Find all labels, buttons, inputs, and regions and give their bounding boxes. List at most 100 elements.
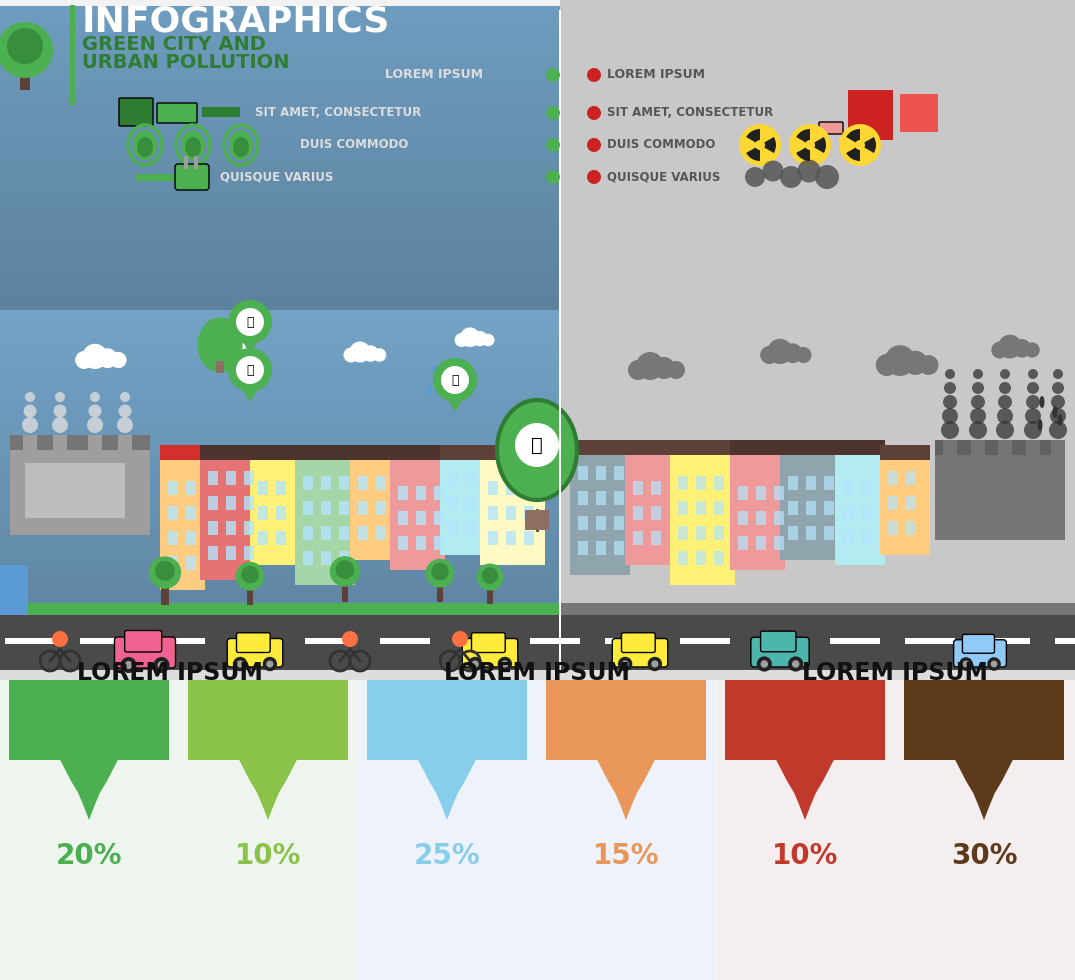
Circle shape: [1027, 382, 1040, 394]
Wedge shape: [797, 145, 809, 161]
Circle shape: [991, 341, 1008, 359]
Bar: [578, 516, 588, 530]
Bar: [0, 643, 560, 652]
Bar: [160, 445, 205, 460]
Polygon shape: [240, 385, 260, 402]
Bar: [455, 638, 505, 644]
Bar: [788, 526, 798, 540]
Bar: [739, 486, 748, 500]
Circle shape: [426, 559, 455, 588]
Bar: [0, 272, 1075, 281]
Bar: [680, 638, 730, 644]
Circle shape: [75, 351, 94, 369]
Bar: [321, 476, 331, 490]
Bar: [358, 670, 538, 980]
Bar: [0, 427, 560, 436]
Circle shape: [997, 421, 1014, 439]
Bar: [398, 486, 408, 500]
Bar: [0, 263, 1075, 272]
Bar: [5, 638, 55, 644]
Circle shape: [515, 423, 559, 467]
Bar: [465, 471, 476, 485]
Bar: [774, 486, 784, 500]
Bar: [80, 638, 130, 644]
Circle shape: [349, 341, 371, 363]
Polygon shape: [196, 760, 340, 820]
Circle shape: [757, 657, 772, 671]
Bar: [0, 526, 560, 535]
Bar: [350, 445, 395, 460]
Circle shape: [969, 421, 987, 439]
Ellipse shape: [497, 400, 577, 500]
Bar: [180, 670, 358, 980]
Circle shape: [959, 658, 973, 670]
Circle shape: [903, 351, 928, 375]
Circle shape: [233, 657, 247, 671]
Bar: [0, 215, 1075, 224]
Bar: [538, 670, 717, 980]
Bar: [168, 481, 178, 495]
Bar: [244, 471, 254, 485]
Bar: [0, 418, 560, 427]
Circle shape: [233, 343, 248, 357]
Bar: [755, 638, 805, 644]
Bar: [70, 5, 75, 105]
Bar: [0, 670, 180, 980]
Bar: [226, 521, 236, 535]
Polygon shape: [240, 337, 260, 354]
Bar: [0, 319, 560, 328]
Bar: [160, 460, 205, 590]
Circle shape: [876, 354, 898, 376]
Circle shape: [154, 657, 170, 673]
Bar: [880, 445, 930, 460]
Bar: [560, 603, 1075, 615]
Circle shape: [760, 346, 778, 364]
Bar: [725, 680, 885, 760]
Bar: [0, 454, 560, 463]
Ellipse shape: [1040, 396, 1045, 408]
Bar: [186, 481, 196, 495]
Bar: [0, 111, 1075, 120]
Circle shape: [1000, 369, 1010, 379]
Bar: [678, 501, 688, 515]
Bar: [888, 471, 898, 485]
Bar: [0, 517, 560, 526]
Text: URBAN POLLUTION: URBAN POLLUTION: [82, 53, 289, 72]
Bar: [524, 531, 534, 545]
Bar: [0, 481, 560, 490]
Circle shape: [1051, 395, 1065, 409]
Bar: [0, 243, 1075, 253]
Bar: [0, 73, 1075, 82]
Text: SIT AMET, CONSECTETUR: SIT AMET, CONSECTETUR: [255, 107, 421, 120]
Bar: [244, 496, 254, 510]
Bar: [524, 481, 534, 495]
Circle shape: [1024, 342, 1040, 358]
Bar: [0, 206, 1075, 215]
FancyBboxPatch shape: [962, 634, 994, 654]
Bar: [0, 661, 560, 670]
Bar: [825, 526, 834, 540]
Bar: [358, 501, 368, 515]
Bar: [788, 476, 798, 490]
Bar: [0, 400, 560, 409]
Bar: [0, 382, 560, 391]
Bar: [0, 177, 1075, 186]
Text: 10%: 10%: [234, 842, 301, 870]
Bar: [10, 435, 151, 450]
Circle shape: [472, 661, 478, 667]
Ellipse shape: [181, 130, 205, 160]
Bar: [295, 445, 355, 460]
Bar: [774, 536, 784, 550]
Circle shape: [991, 661, 998, 667]
Circle shape: [55, 392, 64, 402]
Text: 🌿: 🌿: [246, 364, 254, 376]
Bar: [756, 536, 766, 550]
Circle shape: [998, 395, 1012, 409]
Ellipse shape: [1052, 406, 1058, 418]
Bar: [342, 583, 348, 602]
Bar: [651, 481, 661, 495]
Bar: [880, 460, 930, 555]
Circle shape: [472, 331, 487, 346]
Text: 15%: 15%: [592, 842, 659, 870]
Bar: [0, 670, 1075, 980]
